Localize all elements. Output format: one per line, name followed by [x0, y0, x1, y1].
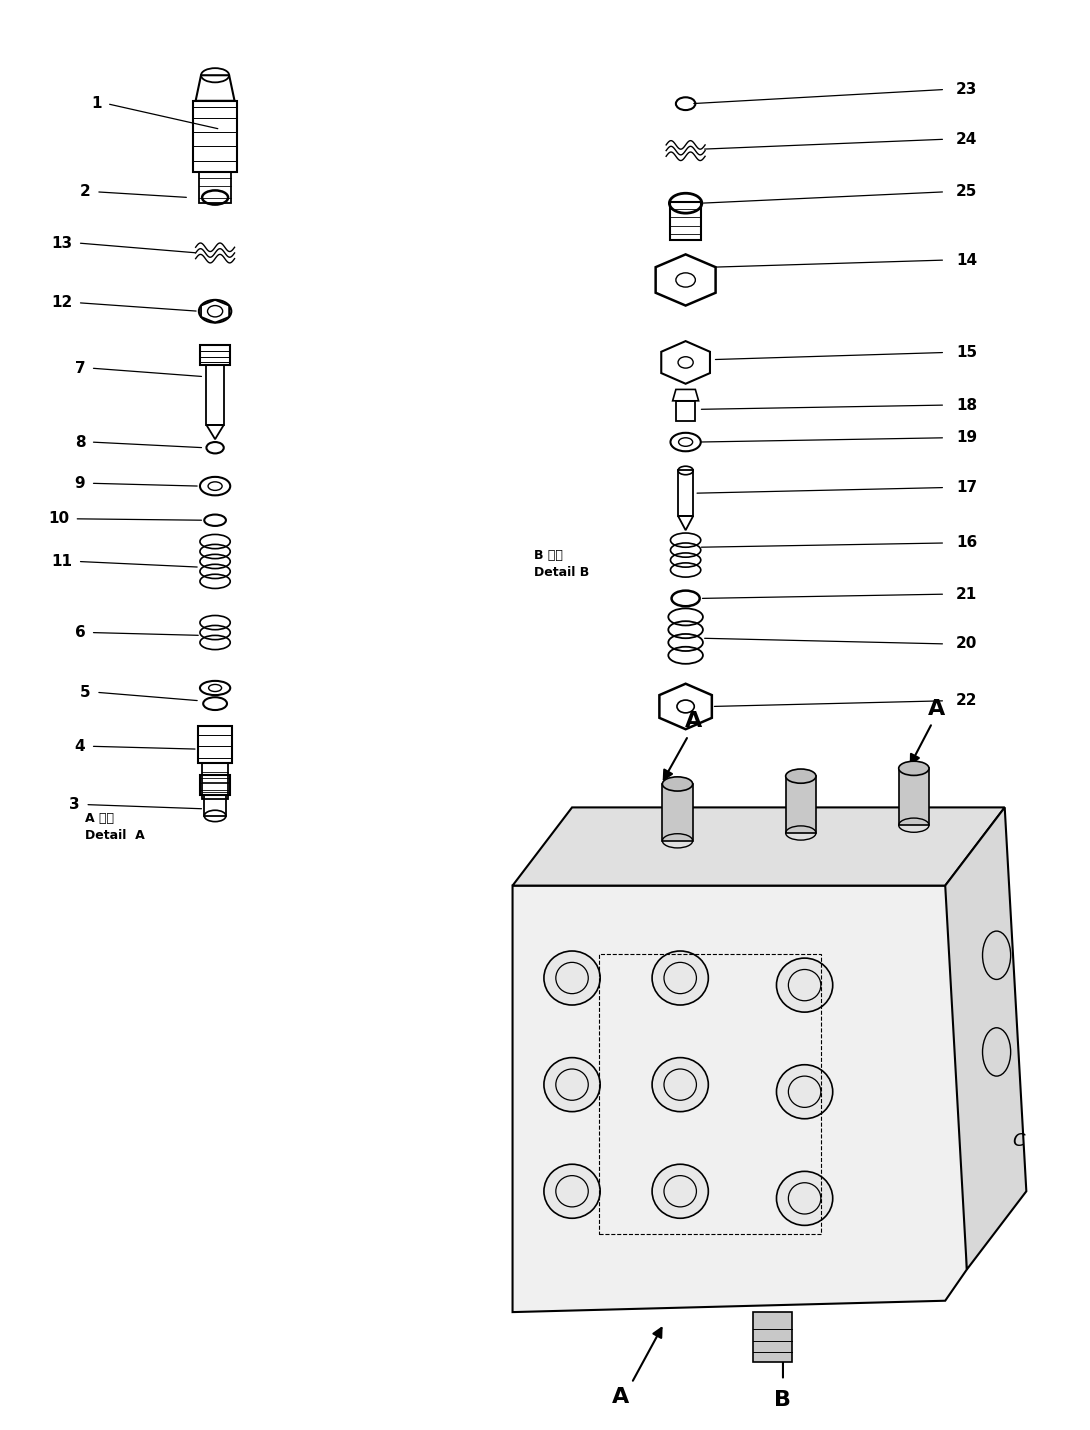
Polygon shape [786, 776, 816, 834]
Text: A: A [686, 711, 702, 731]
Text: 25: 25 [956, 184, 978, 199]
Ellipse shape [663, 776, 692, 791]
Ellipse shape [776, 1065, 833, 1118]
Text: 1: 1 [92, 96, 101, 112]
Polygon shape [663, 784, 692, 841]
Ellipse shape [652, 1164, 708, 1218]
Ellipse shape [544, 1058, 601, 1111]
Text: 13: 13 [51, 236, 72, 250]
Polygon shape [512, 885, 967, 1313]
Text: 15: 15 [956, 345, 977, 360]
Text: C: C [1012, 1133, 1025, 1151]
Text: 4: 4 [75, 739, 85, 754]
Ellipse shape [652, 951, 708, 1005]
Text: 5: 5 [80, 685, 90, 699]
Text: 23: 23 [956, 82, 978, 97]
Text: 17: 17 [956, 480, 977, 495]
Text: Detail B: Detail B [534, 566, 590, 579]
Text: 7: 7 [75, 360, 85, 376]
Text: 11: 11 [51, 553, 72, 569]
Text: Detail  A: Detail A [85, 829, 145, 842]
Text: B 詳細: B 詳細 [534, 549, 564, 562]
Polygon shape [898, 768, 929, 825]
Ellipse shape [776, 1171, 833, 1226]
Text: 8: 8 [75, 435, 85, 449]
Ellipse shape [776, 958, 833, 1012]
Text: 12: 12 [51, 295, 72, 310]
Polygon shape [512, 808, 1005, 885]
Text: A 詳細: A 詳細 [85, 812, 114, 825]
Text: 18: 18 [956, 398, 977, 413]
Text: 3: 3 [70, 797, 80, 812]
Text: 10: 10 [48, 512, 69, 526]
Ellipse shape [544, 1164, 601, 1218]
Text: 14: 14 [956, 253, 977, 267]
Polygon shape [945, 808, 1027, 1270]
Text: 24: 24 [956, 132, 978, 147]
Text: 22: 22 [956, 694, 978, 708]
Polygon shape [753, 1313, 791, 1361]
Ellipse shape [786, 769, 816, 784]
Text: A: A [928, 699, 945, 719]
Text: B: B [775, 1390, 791, 1410]
Text: 19: 19 [956, 430, 977, 445]
Text: 2: 2 [80, 184, 90, 199]
Text: 21: 21 [956, 586, 978, 602]
Ellipse shape [898, 761, 929, 775]
Text: 20: 20 [956, 636, 978, 652]
Text: 16: 16 [956, 535, 978, 551]
Ellipse shape [652, 1058, 708, 1111]
Text: 6: 6 [74, 625, 85, 641]
Text: A: A [613, 1387, 629, 1407]
Ellipse shape [544, 951, 601, 1005]
Text: 9: 9 [75, 476, 85, 490]
